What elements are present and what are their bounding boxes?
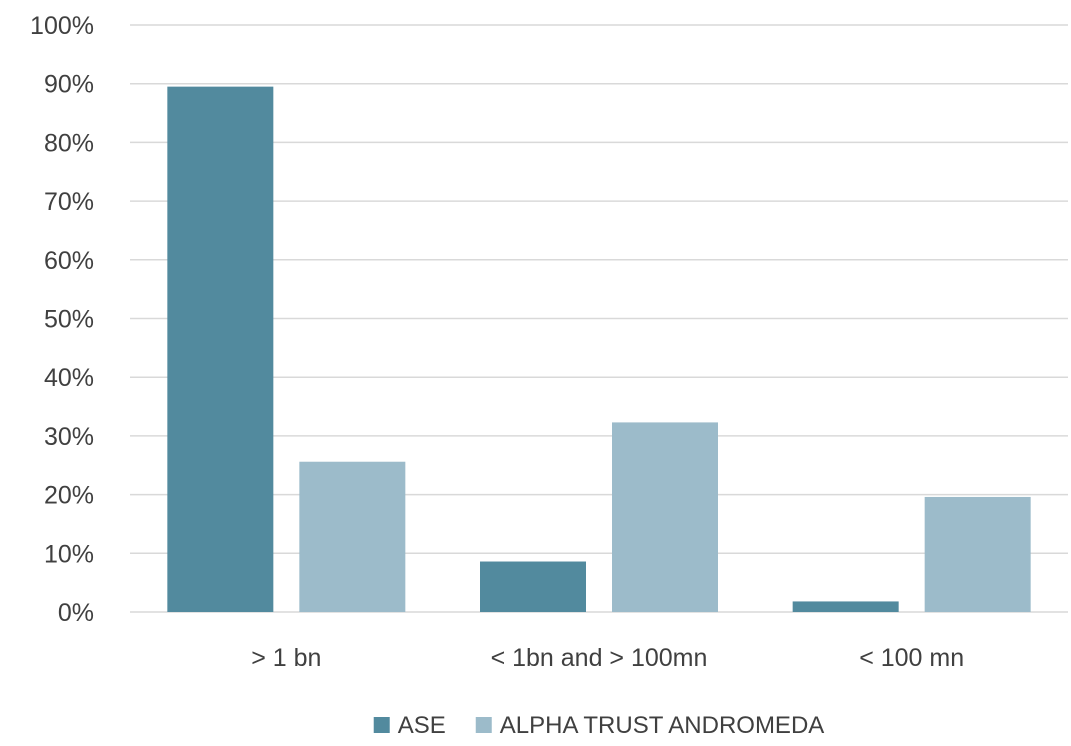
- x-category-label: > 1 bn: [251, 644, 321, 672]
- x-axis-category-labels: > 1 bn < 1bn and > 100mn < 100 mn: [251, 644, 964, 672]
- legend-label: ASE: [398, 712, 446, 739]
- y-tick-label: 80%: [44, 129, 94, 157]
- bar-alpha-trust-andromeda-1: [612, 422, 718, 612]
- y-tick-label: 60%: [44, 247, 94, 275]
- y-tick-label: 50%: [44, 306, 94, 334]
- x-category-label: < 1bn and > 100mn: [491, 644, 708, 672]
- bar-alpha-trust-andromeda-2: [924, 496, 1031, 612]
- y-tick-label: 0%: [58, 599, 94, 627]
- bar-ase-0: [167, 86, 274, 612]
- bar-ase-2: [792, 601, 899, 612]
- y-tick-label: 70%: [44, 188, 94, 216]
- bars: [167, 86, 1031, 612]
- y-tick-label: 30%: [44, 423, 94, 451]
- y-tick-label: 40%: [44, 364, 94, 392]
- legend-label: ALPHA TRUST ANDROMEDA: [500, 712, 825, 739]
- legend-swatch: [373, 717, 390, 733]
- y-axis-tick-labels: 0% 10% 20% 30% 40% 50% 60% 70% 80% 90% 100%: [30, 12, 94, 627]
- y-tick-label: 90%: [44, 71, 94, 99]
- y-tick-label: 100%: [30, 12, 94, 40]
- bar-alpha-trust-andromeda-0: [299, 461, 406, 612]
- legend: ASE ALPHA TRUST ANDROMEDA: [373, 712, 825, 739]
- legend-swatch: [475, 717, 492, 733]
- gridlines: [130, 24, 1068, 613]
- y-tick-label: 20%: [44, 482, 94, 510]
- y-tick-label: 10%: [44, 540, 94, 568]
- legend-item: ASE: [373, 712, 446, 739]
- legend-item: ALPHA TRUST ANDROMEDA: [475, 712, 825, 739]
- x-category-label: < 100 mn: [859, 644, 964, 672]
- bar-ase-1: [480, 561, 586, 612]
